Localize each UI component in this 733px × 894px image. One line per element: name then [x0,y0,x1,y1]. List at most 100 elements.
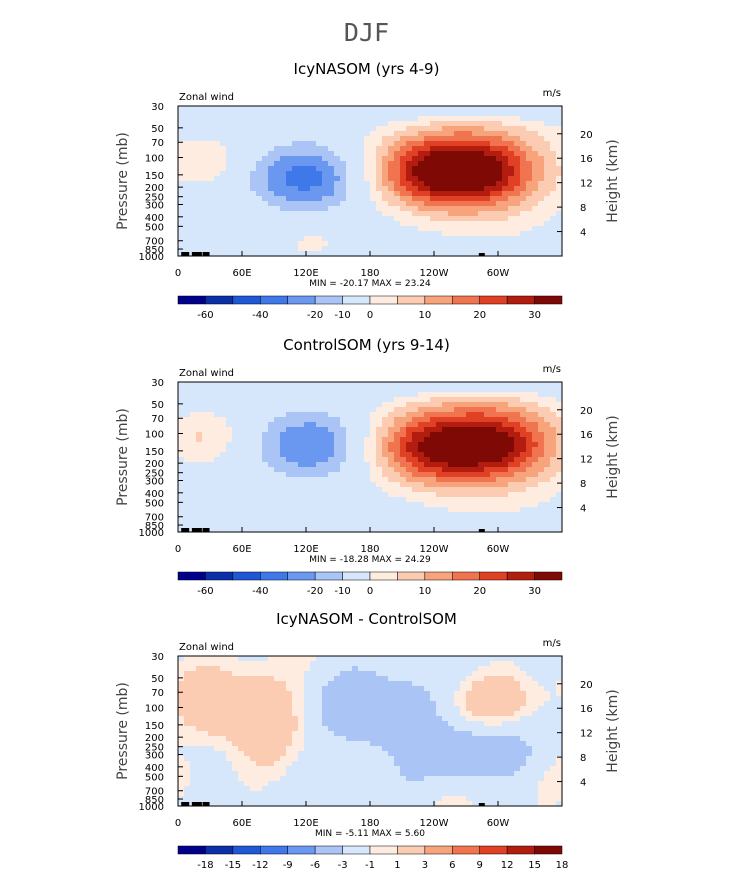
heatmap-cell [310,681,317,687]
heatmap-cell [508,116,515,122]
heatmap-cell [370,201,377,207]
heatmap-cell [208,656,215,662]
heatmap-cell [190,111,197,117]
heatmap-cell [448,121,455,127]
heatmap-cell [382,246,389,252]
heatmap-cell [220,671,227,677]
heatmap-cell [406,181,413,187]
heatmap-cell [220,151,227,157]
heatmap-cell [508,171,515,177]
heatmap-cell [532,171,539,177]
heatmap-cell [370,166,377,172]
heatmap-cell [310,176,317,182]
heatmap-cell [532,156,539,162]
heatmap-cell [532,106,539,112]
heatmap-cell [244,706,251,712]
heatmap-cell [508,231,515,237]
heatmap-cell [370,681,377,687]
heatmap-cell [430,166,437,172]
heatmap-cell [268,231,275,237]
heatmap-cell [532,711,539,717]
heatmap-cell [202,191,209,197]
heatmap-cell [304,226,311,232]
heatmap-cell [298,186,305,192]
heatmap-cell [514,492,521,498]
heatmap-cell [226,171,233,177]
heatmap-cell [472,407,479,413]
heatmap-cell [526,156,533,162]
heatmap-cell [190,407,197,413]
heatmap-cell [466,392,473,398]
heatmap-cell [514,666,521,672]
heatmap-cell [316,236,323,242]
heatmap-cell [478,671,485,677]
heatmap-cell [316,487,323,493]
heatmap-cell [238,392,245,398]
heatmap-cell [508,191,515,197]
heatmap-cell [214,656,221,662]
heatmap-cell [382,502,389,508]
heatmap-cell [280,417,287,423]
heatmap-cell [484,226,491,232]
heatmap-cell [436,701,443,707]
heatmap-cell [286,226,293,232]
heatmap-cell [202,236,209,242]
heatmap-cell [322,141,329,147]
heatmap-cell [196,161,203,167]
heatmap-cell [418,206,425,212]
heatmap-cell [196,176,203,182]
heatmap-cell [364,181,371,187]
heatmap-cell [316,691,323,697]
heatmap-cell [202,522,209,528]
heatmap-cell [442,447,449,453]
heatmap-cell [250,226,257,232]
heatmap-cell [406,231,413,237]
y-tick-label: 300 [145,200,164,211]
heatmap-cell [220,686,227,692]
heatmap-cell [442,711,449,717]
heatmap-cell [364,432,371,438]
heatmap-cell [430,387,437,393]
heatmap-cell [256,457,263,463]
heatmap-cell [364,186,371,192]
heatmap-cell [370,392,377,398]
heatmap-cell [358,136,365,142]
left-label: Zonal wind [179,92,234,103]
heatmap-cell [214,221,221,227]
heatmap-cell [424,681,431,687]
heatmap-cell [496,111,503,117]
heatmap-cell [460,201,467,207]
heatmap-cell [274,216,281,222]
heatmap-cell [226,472,233,478]
heatmap-cell [232,161,239,167]
heatmap-cell [340,407,347,413]
heatmap-cell [274,701,281,707]
heatmap-cell [418,422,425,428]
heatmap-cell [520,226,527,232]
heatmap-cell [256,196,263,202]
heatmap-cell [436,457,443,463]
heatmap-cell [454,131,461,137]
heatmap-cell [400,146,407,152]
colorbar-swatch [343,296,370,304]
heatmap-cell [424,726,431,732]
heatmap-cell [256,121,263,127]
heatmap-cell [196,226,203,232]
heatmap-cell [232,477,239,483]
heatmap-cell [538,482,545,488]
heatmap-cell [352,236,359,242]
heatmap-cell [448,397,455,403]
heatmap-cell [454,417,461,423]
heatmap-cell [352,191,359,197]
heatmap-cell [280,176,287,182]
heatmap-cell [544,392,551,398]
heatmap-cell [358,236,365,242]
heatmap-cell [268,176,275,182]
heatmap-cell [340,706,347,712]
heatmap-cell [244,432,251,438]
heatmap-cell [292,166,299,172]
heatmap-cell [544,397,551,403]
heatmap-cell [304,106,311,112]
heatmap-cell [280,452,287,458]
heatmap-cell [286,432,293,438]
